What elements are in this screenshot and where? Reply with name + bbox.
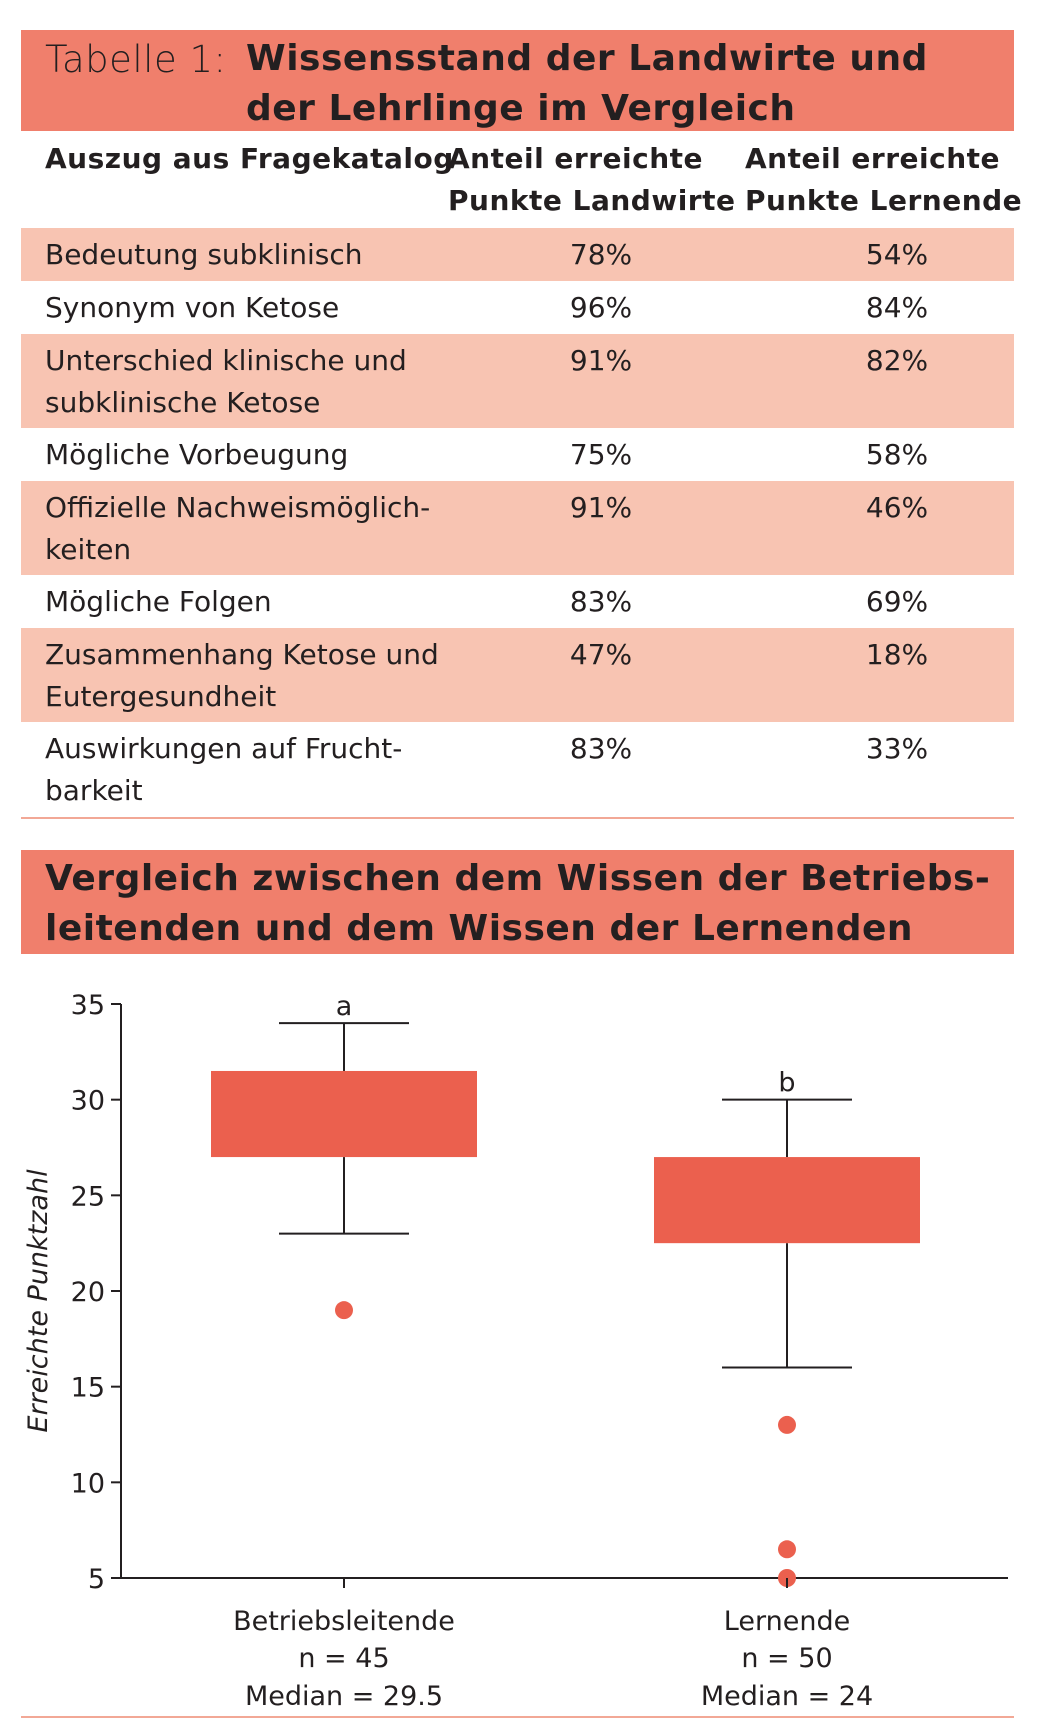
- question-line: Synonym von Ketose: [45, 291, 340, 324]
- question-line: Zusammenhang Ketose und: [45, 638, 439, 671]
- table-row: Offizielle Nachweismöglich-keiten 91% 46%: [21, 481, 1014, 575]
- landwirte-value: 83%: [569, 732, 633, 765]
- chart-bottom-rule: [21, 1716, 1014, 1718]
- question-cell: Mögliche Folgen: [45, 581, 465, 623]
- table-title-line: der Lehrlinge im Vergleich: [246, 88, 796, 129]
- question-line: barkeit: [45, 774, 143, 807]
- y-tick-label: 5: [88, 1564, 105, 1595]
- chart-title-line: Vergleich zwischen dem Wissen der Betrie…: [45, 858, 991, 899]
- landwirte-value: 78%: [569, 238, 633, 271]
- lernende-value: 58%: [865, 438, 929, 471]
- header-line: Punkte Landwirte: [448, 184, 736, 217]
- lernende-value: 33%: [865, 732, 929, 765]
- landwirte-value: 91%: [569, 491, 633, 524]
- box-betriebsleitende: [211, 1070, 477, 1158]
- question-line: keiten: [45, 533, 132, 566]
- category-n-label: n = 50: [741, 1643, 832, 1674]
- table-title: Wissensstand der Landwirte und der Lehrl…: [246, 34, 928, 134]
- question-cell: Unterschied klinische und subklinische Ke…: [45, 340, 465, 424]
- question-cell: Zusammenhang Ketose und Eutergesundheit: [45, 634, 465, 718]
- header-line: Auszug aus Fragekatalog: [45, 142, 454, 175]
- question-cell: Offizielle Nachweismöglich-keiten: [45, 487, 465, 571]
- header-line: Anteil erreichte: [448, 142, 704, 175]
- question-cell: Auswirkungen auf Frucht-barkeit: [45, 728, 465, 812]
- question-cell: Bedeutung subklinisch: [45, 234, 465, 276]
- significance-letter: a: [336, 991, 353, 1022]
- landwirte-value: 75%: [569, 438, 633, 471]
- chart-title-banner: Vergleich zwischen dem Wissen der Betrie…: [21, 850, 1014, 954]
- outlier-point: [778, 1415, 796, 1434]
- table-row: Synonym von Ketose 96% 84%: [21, 281, 1014, 334]
- lernende-value: 69%: [865, 585, 929, 618]
- question-line: Mögliche Vorbeugung: [45, 438, 349, 471]
- table-label: Tabelle 1:: [45, 38, 227, 81]
- table-title-banner: Tabelle 1: Wissensstand der Landwirte un…: [21, 30, 1014, 131]
- category-label: Lernende: [724, 1606, 850, 1637]
- landwirte-value: 83%: [569, 585, 633, 618]
- lernende-value: 54%: [865, 238, 929, 271]
- outlier-point: [335, 1301, 353, 1320]
- category-n-label: n = 45: [298, 1643, 389, 1674]
- header-line: Anteil erreichte: [745, 142, 1001, 175]
- landwirte-value: 47%: [569, 638, 633, 671]
- category-median-label: Median = 29.5: [245, 1681, 443, 1710]
- question-line: Bedeutung subklinisch: [45, 238, 363, 271]
- question-line: subklinische Ketose: [45, 386, 321, 419]
- chart-title: Vergleich zwischen dem Wissen der Betrie…: [45, 854, 990, 954]
- question-cell: Mögliche Vorbeugung: [45, 434, 465, 476]
- table-row: Bedeutung subklinisch 78% 54%: [21, 228, 1014, 281]
- landwirte-value: 96%: [569, 291, 633, 324]
- significance-letter: b: [778, 1068, 795, 1099]
- column-header-lernende: Anteil erreichte Punkte Lernende: [745, 138, 1022, 222]
- question-line: Offizielle Nachweismöglich-: [45, 491, 431, 524]
- column-header-fragen: Auszug aus Fragekatalog: [45, 138, 454, 180]
- column-header-landwirte: Anteil erreichte Punkte Landwirte: [448, 138, 736, 222]
- y-tick-label: 25: [71, 1181, 105, 1212]
- header-line: Punkte Lernende: [745, 184, 1023, 217]
- lernende-value: 18%: [865, 638, 929, 671]
- question-line: Mögliche Folgen: [45, 585, 272, 618]
- lernende-value: 84%: [865, 291, 929, 324]
- question-line: Unterschied klinische und: [45, 344, 407, 377]
- y-tick-label: 30: [71, 1086, 105, 1117]
- y-tick-label: 15: [71, 1373, 105, 1404]
- table-row: Mögliche Vorbeugung 75% 58%: [21, 428, 1014, 481]
- y-tick-label: 35: [71, 990, 105, 1021]
- table-row: Unterschied klinische und subklinische Ke…: [21, 334, 1014, 428]
- question-line: Eutergesundheit: [45, 680, 277, 713]
- table-row: Auswirkungen auf Frucht-barkeit 83% 33%: [21, 722, 1014, 816]
- table-row: Zusammenhang Ketose und Eutergesundheit 47…: [21, 628, 1014, 722]
- y-tick-label: 10: [71, 1468, 105, 1499]
- question-line: Auswirkungen auf Frucht-: [45, 732, 403, 765]
- boxplot-chart: 5 10 15 20 25 30 35 Erreichte Punktzahl a Betrieb…: [23, 990, 1008, 1710]
- lernende-value: 82%: [865, 344, 929, 377]
- table-bottom-rule: [21, 817, 1014, 819]
- category-label: Betriebsleitende: [233, 1606, 455, 1637]
- table-row: Mögliche Folgen 83% 69%: [21, 575, 1014, 628]
- y-axis-title: Erreichte Punktzahl: [23, 1169, 54, 1433]
- category-median-label: Median = 24: [701, 1681, 873, 1710]
- lernende-value: 46%: [865, 491, 929, 524]
- table-title-line: Wissensstand der Landwirte und: [246, 38, 928, 79]
- y-tick-label: 20: [71, 1277, 105, 1308]
- outlier-point: [778, 1540, 796, 1559]
- chart-title-line: leitenden und dem Wissen der Lernenden: [45, 908, 914, 949]
- question-cell: Synonym von Ketose: [45, 287, 465, 329]
- landwirte-value: 91%: [569, 344, 633, 377]
- box-lernende: [654, 1157, 920, 1244]
